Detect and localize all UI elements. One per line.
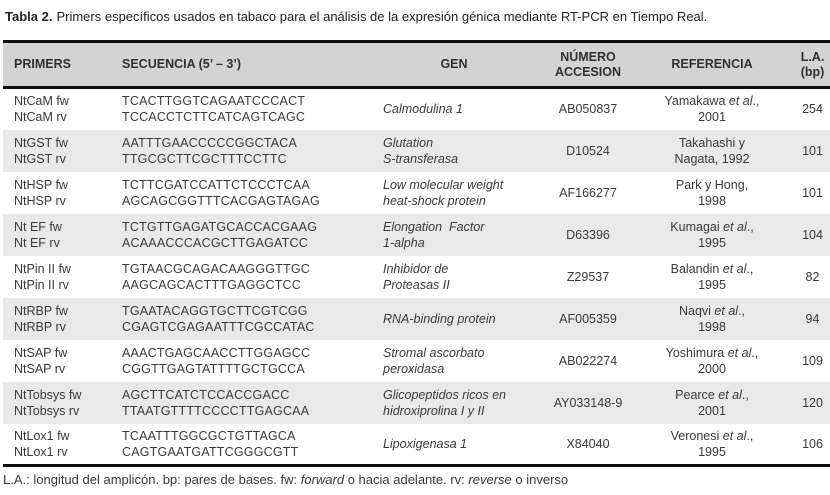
accession-cell: X84040 <box>566 436 610 451</box>
gene-cell: Glutation S-transferasa <box>383 135 459 166</box>
sequence-cell: AATTTGAACCCCCGGCTACA TTGCGCTTCGCTTTCCTTC <box>122 135 298 166</box>
amplicon-length-cell: 94 <box>805 311 820 326</box>
col-header-longitud-amplicon: L.A. (bp) <box>781 41 830 89</box>
sequence-cell: TGTAACGCAGACAAGGGTTGC AAGCAGCACTTTGAGGCTC… <box>122 261 311 292</box>
gene-cell: Glicopeptidos ricos en hidroxiprolina I y… <box>383 387 506 418</box>
table-body: NtCaM fw NtCaM rv TCACTTGGTCAGAATCCCACT TCC… <box>3 88 830 466</box>
primer-cell: NtPin II fw NtPin II rv <box>14 261 71 292</box>
amplicon-length-cell: 101 <box>802 185 823 200</box>
sequence-cell: TCAATTTGGCGCTGTTAGCA CAGTGAATGATTCGGGCGTT <box>122 428 299 459</box>
gene-cell: Calmodulina 1 <box>383 102 463 117</box>
table-row: NtHSP fw NtHSP rv TCTTCGATCCATTCTCCCTCAA AG… <box>3 172 830 214</box>
primer-cell: NtCaM fw NtCaM rv <box>14 94 69 125</box>
sequence-cell: AGCTTCATCTCCACCGACC TTAATGTTTTCCCCTTGAGCA… <box>122 387 310 418</box>
gene-cell: Low molecular weight heat-shock protein <box>383 177 504 208</box>
amplicon-length-cell: 120 <box>802 395 823 410</box>
reference-cell: Veronesi et al., 1995 <box>670 428 754 459</box>
sequence-cell: TCTTCGATCCATTCTCCCTCAA AGCAGCGGTTTCACGAGT… <box>122 177 320 208</box>
primers-table: PRIMERS SECUENCIA (5’ – 3’) GEN NÚMERO ACCES… <box>3 40 830 467</box>
accession-cell: AB022274 <box>558 353 618 368</box>
table-row: NtLox1 fw NtLox1 rv TCAATTTGGCGCTGTTAGCA CA… <box>3 424 830 466</box>
col-header-primers: PRIMERS <box>3 41 114 89</box>
accession-cell: AF005359 <box>559 311 617 326</box>
gene-cell: Elongation Factor 1-alpha <box>383 219 485 250</box>
primer-cell: NtHSP fw NtHSP rv <box>14 177 68 208</box>
amplicon-length-cell: 254 <box>802 102 823 117</box>
table-row: NtSAP fw NtSAP rv AAACTGAGCAACCTTGGAGCC CGG… <box>3 340 830 382</box>
gene-cell: Inhibidor de Proteasas II <box>383 261 450 292</box>
amplicon-length-cell: 104 <box>802 227 823 242</box>
table-caption-text: Primers específicos usados en tabaco par… <box>56 9 708 24</box>
reference-cell: Kumagai et al., 1995 <box>670 219 754 250</box>
table-row: NtTobsys fw NtTobsys rv AGCTTCATCTCCACCGAC… <box>3 381 830 424</box>
sequence-cell: TCTGTTGAGATGCACCACGAAG ACAAACCCACGCTTGAGA… <box>122 219 318 250</box>
primer-cell: NtLox1 fw NtLox1 rv <box>14 428 70 459</box>
amplicon-length-cell: 101 <box>802 143 823 158</box>
amplicon-length-cell: 109 <box>802 353 823 368</box>
sequence-cell: TCACTTGGTCAGAATCCCACT TCCACCTCTTCATCAGTCA… <box>122 94 306 125</box>
table-caption-label: Tabla 2. <box>5 9 53 24</box>
amplicon-length-cell: 106 <box>802 436 823 451</box>
primer-cell: Nt EF fw Nt EF rv <box>14 219 62 250</box>
table-caption: Tabla 2. Primers específicos usados en ta… <box>0 0 830 25</box>
table-row: NtCaM fw NtCaM rv TCACTTGGTCAGAATCCCACT TCC… <box>3 88 830 130</box>
sequence-cell: AAACTGAGCAACCTTGGAGCC CGGTTGAGTATTTTGCTGC… <box>122 345 311 376</box>
table-row: NtPin II fw NtPin II rv TGTAACGCAGACAAGGGT… <box>3 256 830 298</box>
accession-cell: D10524 <box>566 143 610 158</box>
header-row: PRIMERS SECUENCIA (5’ – 3’) GEN NÚMERO ACCES… <box>3 41 830 89</box>
gene-cell: RNA-binding protein <box>383 311 496 326</box>
reference-cell: Takahashi y Nagata, 1992 <box>674 135 750 166</box>
primer-cell: NtSAP fw NtSAP rv <box>14 345 68 376</box>
primer-cell: NtRBP fw NtRBP rv <box>14 303 68 334</box>
accession-cell: AF166277 <box>559 185 617 200</box>
reference-cell: Pearce et al., 2001 <box>675 387 749 418</box>
accession-cell: Z29537 <box>566 269 610 284</box>
reference-cell: Yoshimura et al., 2000 <box>665 345 759 376</box>
reference-cell: Yamakawa et al., 2001 <box>664 94 760 125</box>
primer-cell: NtTobsys fw NtTobsys rv <box>14 387 82 418</box>
col-header-secuencia: SECUENCIA (5’ – 3’) <box>114 41 375 89</box>
amplicon-length-cell: 82 <box>805 269 820 284</box>
reference-cell: Balandin et al., 1995 <box>670 261 754 292</box>
accession-cell: AB050837 <box>558 102 618 117</box>
accession-cell: AY033148-9 <box>553 395 623 410</box>
sequence-cell: TGAATACAGGTGCTTCGTCGG CGAGTCGAGAATTTCGCCA… <box>122 303 315 334</box>
reference-cell: Park y Hong, 1998 <box>675 177 749 208</box>
gene-cell: Lipoxigenasa 1 <box>383 436 468 451</box>
footnote-text: L.A.: longitud del amplicón. bp: pares d… <box>3 472 569 487</box>
col-header-gen: GEN <box>375 41 533 89</box>
accession-cell: D63396 <box>566 227 610 242</box>
table-row: NtGST fw NtGST rv AATTTGAACCCCCGGCTACA TTGC… <box>3 129 830 172</box>
table-row: Nt EF fw Nt EF rv TCTGTTGAGATGCACCACGAAG AC… <box>3 213 830 256</box>
table-head: PRIMERS SECUENCIA (5’ – 3’) GEN NÚMERO ACCES… <box>3 41 830 89</box>
primer-cell: NtGST fw NtGST rv <box>14 135 68 166</box>
table-row: NtRBP fw NtRBP rv TGAATACAGGTGCTTCGTCGG CGA… <box>3 297 830 340</box>
col-header-referencia: REFERENCIA <box>643 41 781 89</box>
gene-cell: Stromal ascorbato peroxidasa <box>383 345 485 376</box>
col-header-numero-accesion: NÚMERO ACCESION <box>533 41 643 89</box>
reference-cell: Naqvi et al., 1998 <box>678 303 746 334</box>
